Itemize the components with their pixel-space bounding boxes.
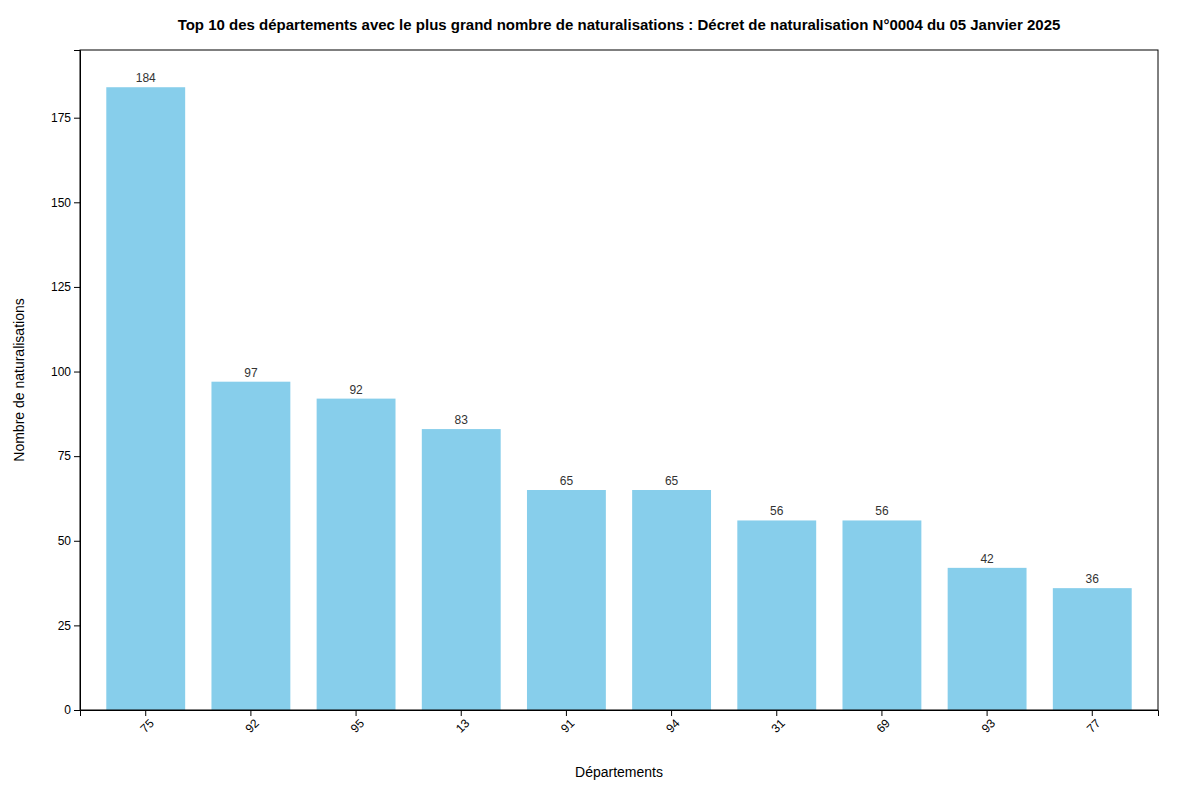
tick-label: 92 [243,716,263,736]
y-axis-title: Nombre de naturalisations [11,298,27,461]
tick-label: 75 [137,716,157,736]
x-axis: 75 92 95 13 91 94 31 69 93 77 [81,710,1159,736]
data-label: 36 [1086,572,1100,586]
tick: 77 [1084,710,1104,736]
bar [422,429,501,710]
data-label: 65 [560,474,574,488]
bar [317,399,396,710]
bar [737,520,816,710]
tick: 25 [58,619,80,633]
tick-label: 50 [58,534,72,548]
tick-mark [356,710,357,716]
data-label: 83 [455,413,469,427]
axis-line [81,711,1159,717]
tick: 91 [558,710,578,736]
tick-mark [145,710,146,716]
tick-label: 125 [51,280,71,294]
tick: 100 [51,365,80,379]
tick: 69 [874,710,894,736]
tick-mark [74,625,80,626]
tick-mark [74,372,80,373]
bar [948,568,1027,710]
x-axis-title: Départements [575,764,663,780]
bars [106,87,1131,710]
data-label: 56 [770,504,784,518]
tick-mark [987,710,988,716]
tick-mark [250,710,251,716]
tick: 31 [768,710,788,736]
tick: 75 [137,710,157,736]
bar [106,87,185,710]
tick-mark [74,287,80,288]
data-label: 97 [244,366,258,380]
bar [842,520,921,710]
title: Top 10 des départements avec le plus gra… [178,16,1061,33]
tick: 94 [663,710,683,736]
chart: 0 25 50 75 100 125 150 175 75 92 95 13 91 94 31 69 93 77 1… [0,0,1183,795]
tick: 125 [51,280,80,294]
tick: 92 [243,710,263,736]
tick-label: 93 [979,716,999,736]
data-label: 56 [875,504,889,518]
tick-label: 0 [64,703,71,717]
tick-mark [461,710,462,716]
tick-mark [74,541,80,542]
data-label: 42 [980,552,994,566]
data-label: 65 [665,474,679,488]
tick-label: 75 [58,449,72,463]
tick: 13 [453,710,473,736]
bar [527,490,606,710]
tick-mark [566,710,567,716]
data-label: 184 [136,71,156,85]
tick-label: 91 [558,716,578,736]
tick-label: 150 [51,196,71,210]
tick-mark [881,710,882,716]
tick-mark [671,710,672,716]
tick-label: 25 [58,619,72,633]
bar [1053,588,1132,710]
tick-label: 13 [453,716,473,736]
tick-mark [1092,710,1093,716]
tick-label: 69 [874,716,894,736]
tick-mark [74,456,80,457]
tick-label: 31 [768,716,788,736]
plot: 0 25 50 75 100 125 150 175 75 92 95 13 91 94 31 69 93 77 1… [51,50,1159,736]
tick-mark [776,710,777,716]
data-label: 92 [349,383,363,397]
plot-frame [80,50,1158,710]
tick: 95 [348,710,368,736]
tick-label: 77 [1084,716,1104,736]
y-axis: 0 25 50 75 100 125 150 175 [51,51,81,718]
tick: 50 [58,534,80,548]
tick-label: 94 [663,716,683,736]
tick-label: 100 [51,365,71,379]
tick: 0 [64,703,80,717]
axis-line [74,51,81,711]
tick: 175 [51,111,80,125]
tick-mark [74,710,80,711]
tick-mark [74,118,80,119]
tick-label: 95 [348,716,368,736]
bar [632,490,711,710]
tick: 75 [58,449,80,463]
tick: 93 [979,710,999,736]
tick-mark [74,202,80,203]
data-labels: 184 97 92 83 65 65 56 56 42 36 [136,71,1100,586]
tick-label: 175 [51,111,71,125]
tick: 150 [51,196,80,210]
bar [211,382,290,710]
